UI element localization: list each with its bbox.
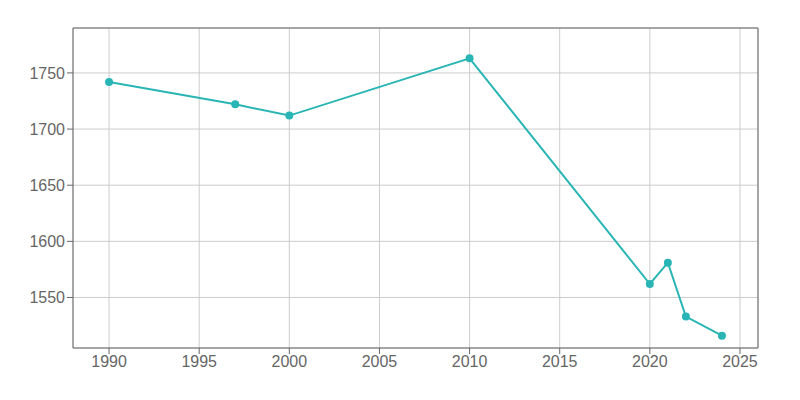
svg-text:2020: 2020: [632, 353, 668, 370]
svg-text:2025: 2025: [722, 353, 758, 370]
svg-text:1550: 1550: [29, 289, 65, 306]
svg-text:1600: 1600: [29, 233, 65, 250]
svg-text:2005: 2005: [362, 353, 398, 370]
svg-text:2010: 2010: [452, 353, 488, 370]
svg-text:1700: 1700: [29, 121, 65, 138]
svg-text:1995: 1995: [181, 353, 217, 370]
svg-text:2000: 2000: [272, 353, 308, 370]
svg-text:2015: 2015: [542, 353, 578, 370]
svg-text:1650: 1650: [29, 177, 65, 194]
svg-text:1990: 1990: [91, 353, 127, 370]
svg-text:1750: 1750: [29, 65, 65, 82]
